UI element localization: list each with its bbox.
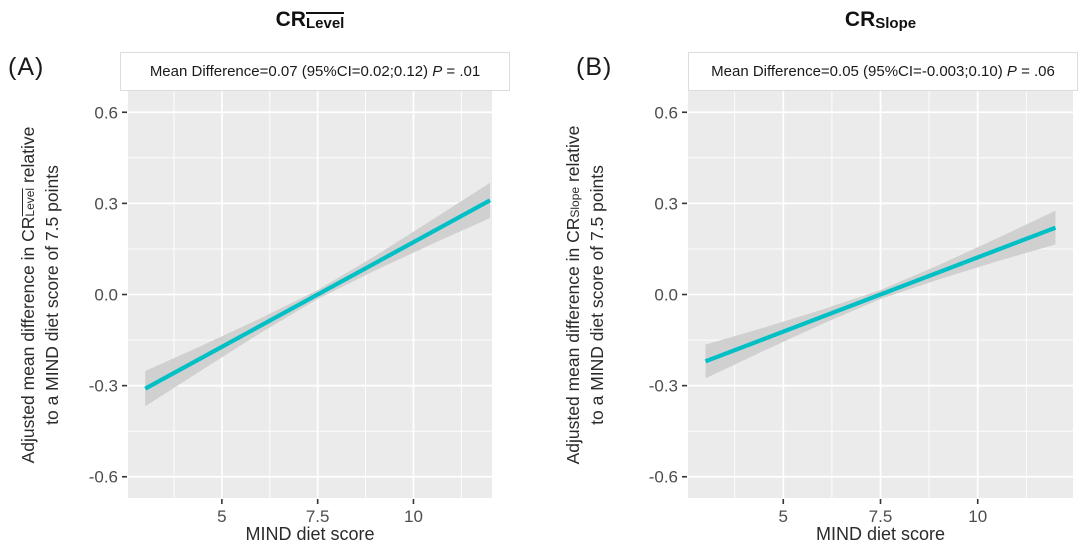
panel-b-x-axis-label: MIND diet score [815, 524, 946, 544]
y-tick-label: 0.6 [654, 103, 678, 122]
panel-b-ylabel-suffix: relative [563, 125, 583, 187]
panel-a-ylabel-prefix: Adjusted mean difference in CR [18, 216, 38, 464]
y-tick-label: 0.0 [94, 286, 118, 305]
panel-b-y-axis-label-line1: Adjusted mean difference in CRSlope rela… [562, 126, 586, 465]
y-tick-label: -0.6 [649, 468, 678, 487]
y-tick-label: 0.6 [94, 103, 118, 122]
panel-a-x-axis-label: MIND diet score [245, 524, 375, 544]
panel-b-ylabel-subscript: Slope [568, 186, 582, 218]
panel-a-annotation-p: P [432, 63, 443, 80]
panel-b-y-axis-label-line2: to a MIND diet score of 7.5 points [587, 165, 607, 425]
panel-a-ylabel-suffix: relative [18, 126, 38, 188]
y-tick-label: -0.3 [89, 377, 118, 396]
panel-letter-a: (A) [8, 53, 45, 81]
panel-a-y-axis-label-line1: Adjusted mean difference in CRLevel rela… [17, 127, 41, 464]
x-tick-label: 10 [968, 507, 987, 526]
panel-a-y-axis-label: Adjusted mean difference in CRLevel rela… [17, 127, 63, 464]
panel-b-title-main: CR [844, 8, 876, 31]
panel-a-title: CRLevel [128, 8, 492, 32]
y-tick-label: -0.6 [89, 468, 118, 487]
y-tick-label: 0.3 [654, 194, 678, 213]
regression-line [144, 198, 492, 391]
x-tick-label: 5 [779, 507, 788, 526]
panel-b-annotation-text: Mean Difference=0.05 (95%CI=-0.003;0.10) [711, 63, 1007, 80]
panel-a-ylabel-subscript: Level [22, 187, 37, 217]
panel-b-y-axis-label: Adjusted mean difference in CRSlope rela… [562, 126, 608, 465]
y-tick-label: -0.3 [649, 377, 678, 396]
panel-a-title-subscript: Level [305, 12, 345, 32]
panel-b-ylabel-prefix: Adjusted mean difference in CR [563, 217, 583, 465]
x-tick-label: 10 [404, 507, 423, 526]
panel-b-title-subscript: Slope [875, 15, 917, 32]
x-tick-label: 7.5 [306, 507, 330, 526]
panel-b-annotation-p-value: = .06 [1016, 63, 1055, 80]
panel-a-annotation-text: Mean Difference=0.07 (95%CI=0.02;0.12) [149, 63, 433, 80]
x-tick-label: 7.5 [869, 507, 893, 526]
panel-a-title-main: CR [275, 8, 306, 31]
y-tick-label: 0.0 [654, 286, 678, 305]
y-tick-label: 0.3 [94, 194, 118, 213]
panel-a-annotation: Mean Difference=0.07 (95%CI=0.02;0.12) P… [120, 52, 510, 91]
panel-a-annotation-p-value: = .01 [442, 63, 481, 80]
panel-a-y-axis-label-line2: to a MIND diet score of 7.5 points [42, 165, 62, 425]
panel-letter-b: (B) [576, 53, 613, 81]
x-tick-label: 5 [217, 507, 226, 526]
plot-panel-(B): 5 7.5 10 0.6 0.3 0.0 -0.3 -0.6 [649, 91, 1073, 526]
panel-b-title: CRSlope [688, 8, 1073, 32]
plot-panel-(A): 5 7.5 10 0.6 0.3 0.0 -0.3 -0.6 [89, 91, 492, 526]
regression-line [704, 225, 1057, 364]
panel-b-annotation: Mean Difference=0.05 (95%CI=-0.003;0.10)… [688, 52, 1078, 91]
panel-b-annotation-p: P [1006, 63, 1017, 80]
